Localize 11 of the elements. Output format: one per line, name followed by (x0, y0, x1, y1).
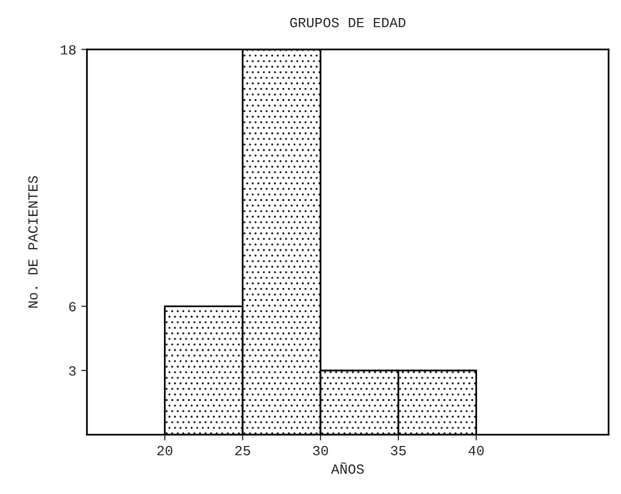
x-axis-title: AÑOS (331, 462, 364, 474)
y-tick-label: 18 (60, 45, 76, 55)
y-tick-label: 6 (69, 302, 76, 312)
x-tick-label: 20 (157, 446, 172, 456)
x-tick-label: 40 (468, 446, 484, 456)
chart-title: GRUPOS DE EDAD (290, 18, 406, 28)
x-tick-label: 35 (390, 446, 406, 456)
x-tick-label: 25 (235, 446, 250, 456)
x-tick-label: 30 (313, 446, 328, 456)
y-tick-label: 3 (69, 366, 76, 376)
y-axis-title: No. DE PACIENTES (28, 176, 38, 308)
